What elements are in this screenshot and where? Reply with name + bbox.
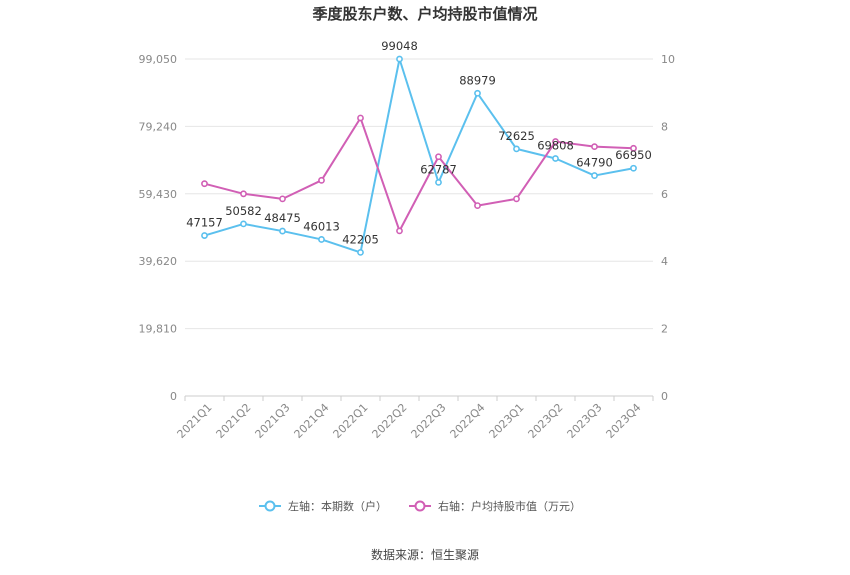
legend-item-2[interactable]: 右轴：户均持股市值（万元） xyxy=(409,499,581,513)
series-1-point xyxy=(357,249,364,256)
series-1-point xyxy=(630,164,637,172)
right-axis: 0 2 4 6 8 10 xyxy=(661,53,675,403)
right-tick-label: 6 xyxy=(661,188,668,201)
series-2-point xyxy=(474,202,481,209)
series-2-point xyxy=(357,114,364,122)
series-1-point xyxy=(513,145,520,153)
x-tick-label: 2021Q4 xyxy=(292,401,332,441)
left-tick-label: 79,240 xyxy=(139,120,178,133)
series-1-point xyxy=(474,89,481,97)
data-label: 47157 xyxy=(186,216,223,230)
data-label: 64790 xyxy=(576,156,613,170)
x-tick-label: 2022Q2 xyxy=(370,401,410,441)
series-2-point xyxy=(318,176,325,184)
left-tick-label: 19,810 xyxy=(139,323,178,336)
left-tick-label: 0 xyxy=(170,390,177,403)
series-1-point xyxy=(396,55,403,63)
legend-item-1[interactable]: 左轴：本期数（户） xyxy=(259,499,387,513)
x-tick-label: 2023Q4 xyxy=(604,401,644,441)
right-tick-label: 8 xyxy=(661,120,668,133)
series-1-point xyxy=(552,155,559,162)
data-label: 42205 xyxy=(342,232,379,246)
right-tick-label: 4 xyxy=(661,255,668,268)
series-2-point xyxy=(435,153,442,161)
series-1-point xyxy=(240,220,247,228)
series-1-point xyxy=(279,227,286,235)
data-label: 62787 xyxy=(420,162,457,176)
x-tick-label: 2021Q2 xyxy=(214,401,254,441)
legend-swatch-marker xyxy=(414,500,426,512)
data-label: 46013 xyxy=(303,219,340,233)
data-label: 50582 xyxy=(225,204,262,218)
left-axis: 0 19,810 39,620 59,430 79,240 99,050 xyxy=(139,53,178,403)
series-2-point xyxy=(513,195,520,203)
legend-label: 右轴：户均持股市值（万元） xyxy=(438,499,581,513)
series-2-point xyxy=(396,227,403,235)
x-tick-label: 2023Q3 xyxy=(565,401,605,441)
left-tick-label: 39,620 xyxy=(139,255,178,268)
legend-swatch-marker xyxy=(264,500,276,512)
series-2-point xyxy=(201,180,208,188)
data-label: 66950 xyxy=(615,148,652,162)
series-line-1 xyxy=(204,58,634,254)
series-1-point xyxy=(435,178,442,186)
x-tick-label: 2023Q2 xyxy=(526,401,566,441)
data-label: 99048 xyxy=(381,39,418,53)
series-1-point xyxy=(318,236,325,243)
data-label: 88979 xyxy=(459,73,496,87)
legend[interactable]: 左轴：本期数（户） 右轴：户均持股市值（万元） xyxy=(259,499,581,513)
series-2-point xyxy=(630,144,637,152)
source-note: 数据来源：恒生聚源 xyxy=(371,547,479,562)
data-label: 69808 xyxy=(537,138,574,152)
legend-label: 左轴：本期数（户） xyxy=(288,499,387,513)
series-2-point xyxy=(552,138,559,145)
series-2-point xyxy=(591,143,598,151)
x-tick-label: 2022Q4 xyxy=(448,401,488,441)
left-tick-label: 59,430 xyxy=(139,188,178,201)
x-tick-label: 2022Q1 xyxy=(331,401,371,441)
series-2-point xyxy=(279,195,286,203)
x-tick-label: 2021Q1 xyxy=(175,401,215,441)
x-tick-label: 2023Q1 xyxy=(487,401,527,441)
right-tick-label: 2 xyxy=(661,323,668,336)
x-tick-label: 2022Q3 xyxy=(409,401,449,441)
data-label: 48475 xyxy=(264,211,301,225)
series-2-point xyxy=(240,190,247,198)
right-tick-label: 0 xyxy=(661,390,668,403)
series-1-point xyxy=(591,172,598,179)
series-1-point xyxy=(201,232,208,239)
series-layer xyxy=(201,55,637,256)
x-axis: 2021Q12021Q22021Q32021Q42022Q12022Q22022… xyxy=(175,395,654,441)
series-line-2 xyxy=(204,116,634,232)
left-tick-label: 99,050 xyxy=(139,53,178,66)
chart-title: 季度股东户数、户均持股市值情况 xyxy=(312,5,537,23)
x-tick-label: 2021Q3 xyxy=(253,401,293,441)
data-label: 72625 xyxy=(498,129,535,143)
right-tick-label: 10 xyxy=(661,53,675,66)
